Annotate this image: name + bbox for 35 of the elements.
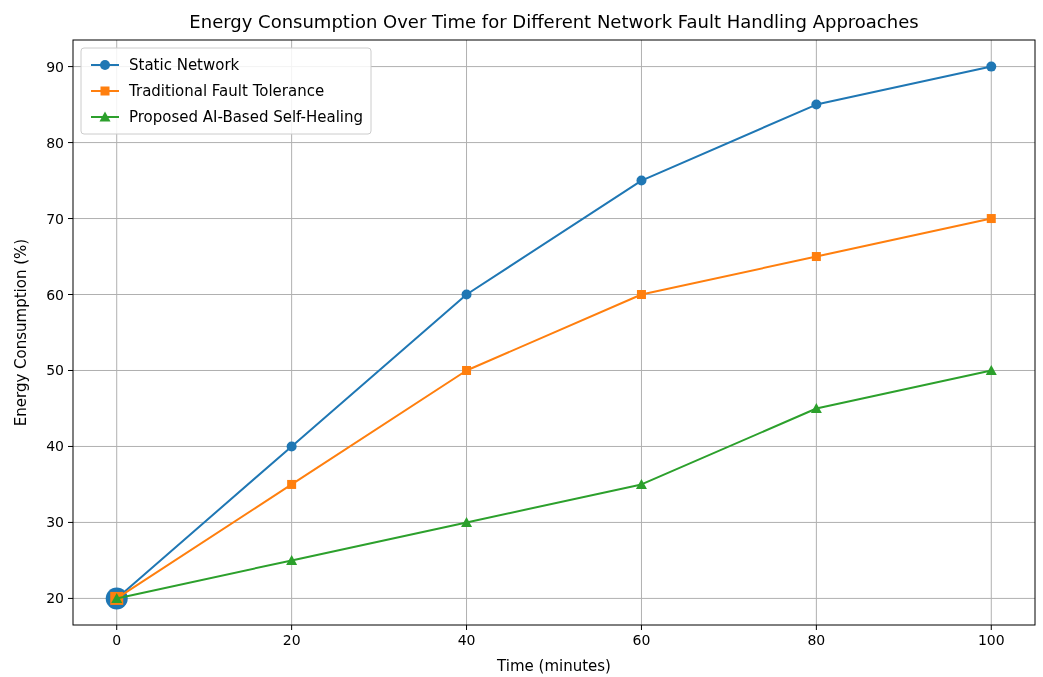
x-tick-label: 40 bbox=[457, 632, 476, 648]
x-axis-title: Time (minutes) bbox=[496, 657, 611, 675]
y-tick-label: 20 bbox=[46, 590, 64, 607]
y-tick-label: 80 bbox=[46, 134, 64, 151]
point bbox=[986, 214, 996, 224]
point bbox=[811, 99, 822, 110]
legend-label: Traditional Fault Tolerance bbox=[128, 82, 325, 100]
x-tick-label: 80 bbox=[807, 632, 826, 648]
point bbox=[287, 479, 297, 489]
y-tick-label: 50 bbox=[46, 362, 64, 379]
point bbox=[286, 554, 298, 565]
point bbox=[810, 402, 822, 413]
point bbox=[461, 289, 472, 300]
x-tick-label: 100 bbox=[977, 632, 1005, 648]
legend-label: Proposed AI-Based Self-Healing bbox=[129, 108, 364, 126]
point bbox=[811, 252, 821, 262]
chart-title: Energy Consumption Over Time for Different Network Fault Handling Approaches bbox=[189, 11, 919, 32]
y-axis-title: Energy Consumption (%) bbox=[12, 238, 30, 427]
x-tick-label: 60 bbox=[632, 632, 651, 648]
point bbox=[461, 516, 473, 527]
legend-label: Static Network bbox=[129, 56, 240, 74]
point bbox=[462, 365, 472, 375]
point bbox=[986, 61, 997, 72]
y-tick-label: 90 bbox=[46, 58, 64, 75]
y-tick-label: 40 bbox=[46, 438, 64, 455]
y-tick-label: 30 bbox=[46, 514, 64, 531]
x-tick-label: 0 bbox=[112, 632, 122, 648]
point bbox=[635, 478, 647, 489]
point bbox=[286, 441, 297, 452]
point bbox=[636, 175, 647, 186]
point bbox=[985, 364, 997, 375]
y-tick-label: 70 bbox=[46, 210, 64, 227]
y-tick-label: 60 bbox=[46, 286, 64, 303]
point bbox=[636, 290, 646, 300]
x-tick-label: 20 bbox=[282, 632, 301, 648]
